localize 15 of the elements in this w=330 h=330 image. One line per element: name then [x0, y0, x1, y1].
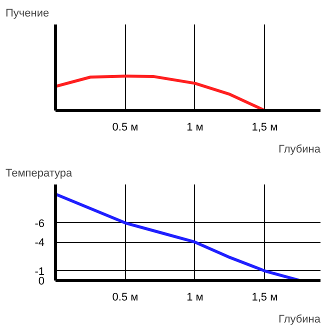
x-axis-title: Глубина [278, 144, 322, 156]
y-tick-label: -1 [34, 266, 44, 278]
y-tick-label: -4 [34, 237, 44, 250]
x-tick-label: 0.5 м [112, 122, 138, 134]
x-tick-label: 1,5 м [252, 292, 278, 304]
x-tick-label: 1 м [186, 292, 204, 304]
x-tick-label: 0.5 м [112, 292, 138, 304]
y-tick-label: 0 [38, 276, 45, 288]
y-axis-title: Температура [6, 168, 74, 180]
x-tick-label: 1,5 м [252, 122, 278, 134]
y-axis-title: Пучение [6, 8, 50, 20]
x-axis-title: Глубина [278, 314, 322, 326]
line-series [56, 192, 302, 280]
x-tick-label: 1 м [186, 122, 204, 134]
y-tick-label: -6 [34, 218, 44, 230]
